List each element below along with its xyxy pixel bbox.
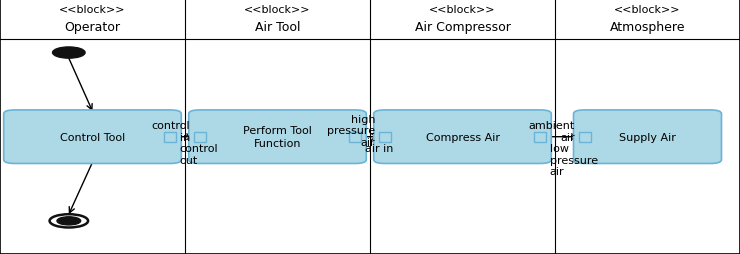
Circle shape (53, 48, 85, 59)
Text: <<block>>: <<block>> (614, 5, 681, 15)
FancyBboxPatch shape (4, 110, 181, 164)
Text: Air Tool: Air Tool (255, 21, 300, 34)
Circle shape (57, 217, 81, 225)
Text: Atmosphere: Atmosphere (610, 21, 685, 34)
FancyBboxPatch shape (379, 132, 391, 142)
Text: <<block>>: <<block>> (244, 5, 311, 15)
Text: ambient
air: ambient air (528, 121, 575, 142)
FancyBboxPatch shape (574, 110, 722, 164)
FancyBboxPatch shape (579, 132, 591, 142)
Text: low
pressure
air: low pressure air (550, 144, 598, 177)
FancyBboxPatch shape (164, 132, 176, 142)
Text: control
in: control in (152, 121, 190, 142)
Text: high
pressure
air: high pressure air (327, 114, 375, 147)
Text: <<block>>: <<block>> (59, 5, 126, 15)
FancyBboxPatch shape (194, 132, 206, 142)
FancyBboxPatch shape (189, 110, 366, 164)
Text: Control Tool: Control Tool (60, 132, 125, 142)
Text: Operator: Operator (64, 21, 121, 34)
FancyBboxPatch shape (374, 110, 551, 164)
Text: Compress Air: Compress Air (425, 132, 500, 142)
Text: Air Compressor: Air Compressor (414, 21, 511, 34)
Text: Supply Air: Supply Air (619, 132, 676, 142)
Text: <<block>>: <<block>> (429, 5, 496, 15)
FancyBboxPatch shape (534, 132, 546, 142)
Text: air in: air in (365, 144, 393, 153)
Circle shape (50, 214, 88, 228)
Text: Perform Tool
Function: Perform Tool Function (243, 126, 312, 148)
FancyBboxPatch shape (349, 132, 361, 142)
Text: control
out: control out (180, 144, 218, 165)
